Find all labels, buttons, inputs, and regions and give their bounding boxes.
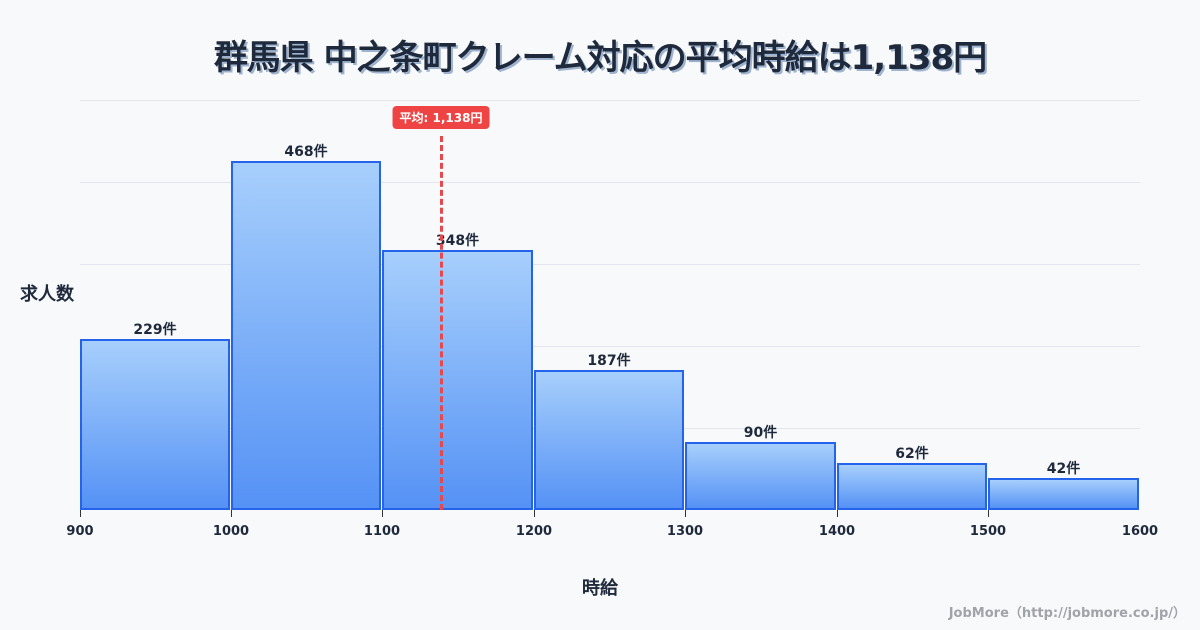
gridline: [80, 264, 1140, 265]
bar-value-label: 42件: [1046, 461, 1081, 477]
plot-area: 229件 468件 348件 187件 90件 62件 42件 平均: 1,13…: [66, 100, 1158, 539]
x-tick: [988, 510, 989, 517]
x-tick-label: 1100: [363, 524, 401, 539]
x-tick-label: 1300: [666, 524, 704, 539]
bar-value-label: 187件: [587, 353, 631, 369]
bar-value-label: 229件: [133, 322, 177, 338]
histogram-bar: 62件: [837, 446, 987, 510]
x-axis-label: 時給: [582, 578, 618, 599]
x-tick: [382, 510, 383, 517]
x-tick-label: 1200: [515, 524, 553, 539]
gridline: [80, 182, 1140, 183]
bar-value-label: 62件: [895, 446, 929, 462]
histogram-bar: 42件: [988, 461, 1139, 510]
histogram-bar: 348件: [382, 233, 533, 510]
mean-badge: 平均: 1,138円: [392, 106, 490, 129]
x-tick: [80, 510, 81, 517]
x-tick: [685, 510, 686, 517]
gridline: [80, 346, 1140, 347]
x-tick: [837, 510, 838, 517]
x-tick-label: 900: [66, 524, 94, 539]
x-tick-label: 1500: [969, 524, 1007, 539]
histogram-bar: 187件: [534, 353, 684, 510]
histogram-bar: 90件: [685, 425, 836, 510]
y-axis-label: 求人数: [20, 284, 74, 305]
chart-title: 群馬県 中之条町クレーム対応の平均時給は1,138円: [213, 38, 987, 78]
x-tick-label: 1400: [818, 524, 856, 539]
gridline: [80, 100, 1140, 101]
bar-value-label: 348件: [435, 233, 480, 249]
source-credit: JobMore（http://jobmore.co.jp/）: [948, 606, 1186, 621]
x-tick: [231, 510, 232, 517]
x-tick: [534, 510, 535, 517]
histogram-bar: 229件: [80, 322, 230, 510]
bar-value-label: 468件: [284, 144, 328, 160]
bar-value-label: 90件: [743, 425, 778, 441]
mean-line: [440, 136, 443, 510]
x-tick-label: 1600: [1121, 524, 1159, 539]
histogram-bar: 468件: [231, 144, 381, 510]
x-tick-label: 1000: [212, 524, 250, 539]
